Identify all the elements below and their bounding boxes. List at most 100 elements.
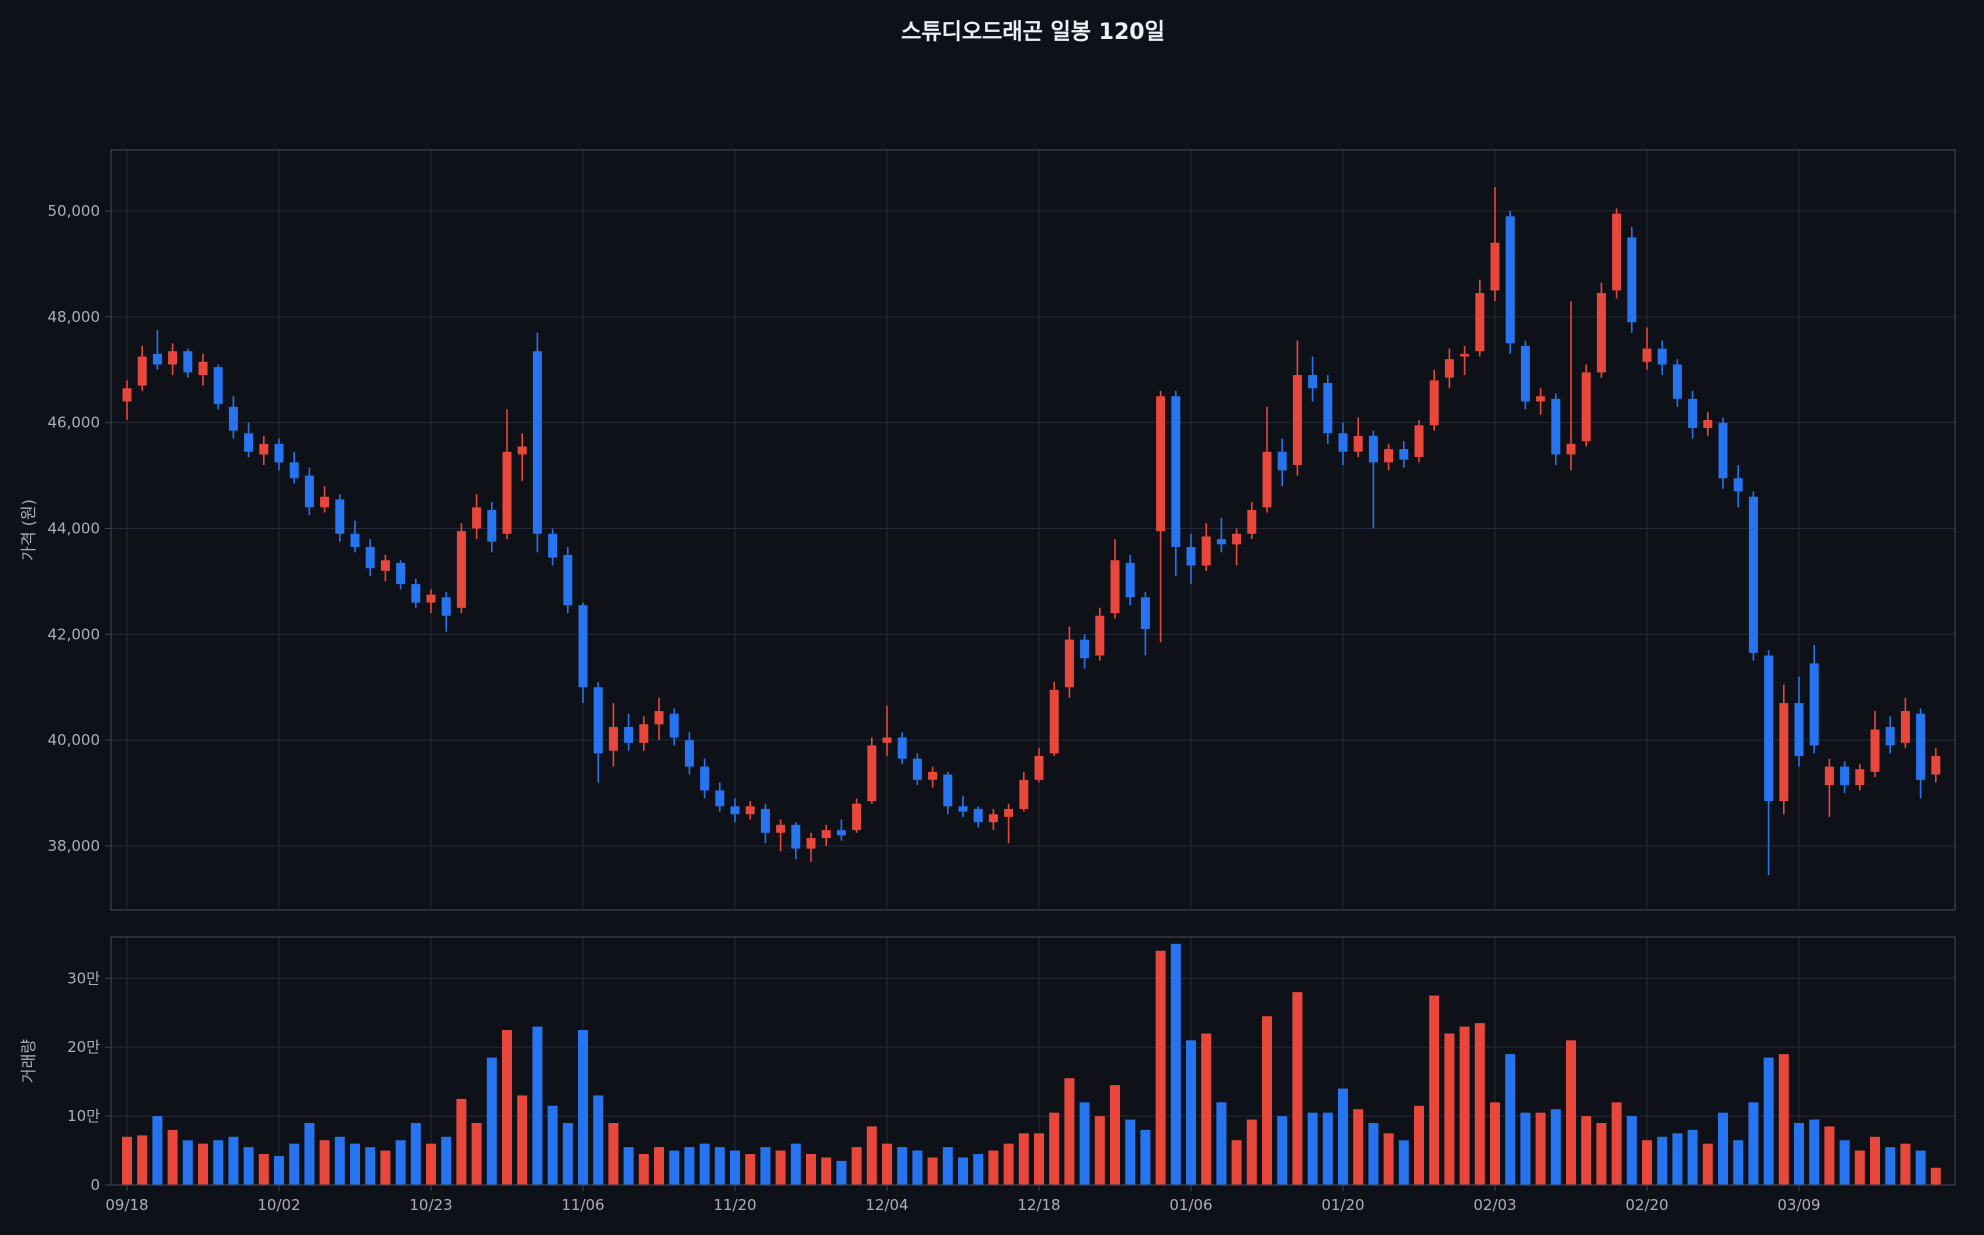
- volume-bar: [1505, 1054, 1516, 1185]
- volume-bar: [745, 1154, 756, 1185]
- candle-body: [928, 771, 938, 780]
- x-tick-label: 01/20: [1321, 1196, 1364, 1214]
- chart-title: 스튜디오드래곤 일봉 120일: [901, 20, 1165, 45]
- candle-body: [943, 774, 953, 807]
- x-tick-label: 03/09: [1777, 1196, 1820, 1214]
- candle-body: [472, 507, 482, 529]
- candle-body: [1308, 375, 1318, 389]
- volume-bar: [714, 1147, 725, 1185]
- volume-bar: [1307, 1112, 1318, 1185]
- candle-body: [897, 737, 907, 759]
- volume-bar: [1854, 1150, 1865, 1185]
- volume-bar: [228, 1136, 239, 1185]
- volume-bar: [1231, 1140, 1242, 1185]
- volume-bar: [1338, 1088, 1348, 1185]
- volume-bar: [1566, 1040, 1576, 1185]
- volume-bar: [1049, 1112, 1060, 1185]
- candle-body: [852, 803, 862, 831]
- volume-bar: [1672, 1133, 1683, 1185]
- volume-bar: [1520, 1112, 1531, 1185]
- volume-bar: [1444, 1033, 1455, 1185]
- candle-body: [1779, 703, 1789, 801]
- volume-bar: [1763, 1057, 1774, 1185]
- price-tick-label: 48,000: [48, 308, 101, 326]
- x-tick-label: 02/20: [1625, 1196, 1668, 1214]
- volume-bar: [1490, 1102, 1500, 1185]
- volume-bar: [1657, 1136, 1668, 1185]
- volume-bar: [1474, 1023, 1485, 1185]
- candle-body: [1384, 449, 1394, 463]
- volume-bar: [365, 1147, 376, 1185]
- volume-tick-label: 0: [90, 1176, 100, 1194]
- volume-bar: [426, 1143, 436, 1185]
- candle-body: [1870, 729, 1880, 772]
- candle-body: [654, 711, 664, 725]
- candle-body: [1080, 639, 1090, 659]
- volume-bar: [1626, 1116, 1637, 1185]
- volume-bar: [654, 1147, 664, 1185]
- candle-body: [122, 388, 132, 402]
- candle-body: [1110, 560, 1120, 614]
- candle-body: [411, 584, 421, 603]
- volume-bar: [699, 1143, 710, 1185]
- candle-body: [684, 740, 694, 767]
- candle-body: [1612, 213, 1622, 291]
- volume-bar: [274, 1156, 284, 1185]
- price-tick-label: 38,000: [48, 837, 101, 855]
- candle-body: [1414, 425, 1424, 458]
- volume-bar: [1550, 1109, 1561, 1185]
- volume-bar: [1611, 1102, 1622, 1185]
- candle-body: [776, 824, 786, 833]
- price-tick-label: 50,000: [48, 202, 101, 220]
- volume-bar: [152, 1116, 163, 1185]
- volume-bar: [1201, 1033, 1212, 1185]
- volume-bar: [942, 1147, 953, 1185]
- volume-bar: [395, 1140, 406, 1185]
- candle-body: [304, 475, 314, 508]
- candle-body: [274, 443, 284, 463]
- candle-body: [1140, 597, 1150, 630]
- candle-body: [608, 726, 618, 751]
- candle-body: [1156, 396, 1166, 532]
- volume-bar: [638, 1154, 649, 1185]
- candle-body: [1931, 756, 1941, 775]
- x-tick-label: 11/20: [713, 1196, 756, 1214]
- volume-bar: [198, 1143, 208, 1185]
- candle-body: [365, 547, 375, 569]
- volume-bar: [1064, 1078, 1075, 1185]
- volume-bar: [562, 1123, 573, 1185]
- volume-bar: [851, 1147, 862, 1185]
- candle-body: [973, 808, 983, 823]
- volume-bar: [1094, 1116, 1105, 1185]
- candle-body: [426, 594, 436, 603]
- volume-bar: [350, 1143, 360, 1185]
- x-tick-label: 10/23: [409, 1196, 452, 1214]
- volume-bar: [1839, 1140, 1850, 1185]
- candle-body: [1004, 808, 1014, 817]
- volume-bar: [1018, 1133, 1029, 1185]
- volume-bar: [410, 1123, 421, 1185]
- x-tick-label: 11/06: [561, 1196, 604, 1214]
- volume-bar: [1900, 1143, 1911, 1185]
- volume-bar: [1702, 1143, 1713, 1185]
- volume-bar: [1824, 1126, 1835, 1185]
- candle-body: [867, 745, 877, 801]
- candle-body: [1399, 449, 1409, 460]
- price-tick-label: 46,000: [48, 414, 101, 432]
- volume-bar: [1809, 1119, 1820, 1185]
- candle-body: [836, 830, 846, 836]
- volume-bar: [380, 1150, 391, 1185]
- candle-body: [1368, 435, 1378, 463]
- volume-bar: [836, 1160, 847, 1185]
- volume-bar: [912, 1150, 923, 1185]
- candle-body: [806, 838, 816, 849]
- volume-bar: [441, 1136, 452, 1185]
- candle-body: [502, 451, 512, 534]
- candle-body: [259, 443, 269, 455]
- candle-body: [183, 351, 193, 373]
- candle-body: [715, 790, 725, 807]
- candle-body: [198, 361, 208, 376]
- candle-body: [396, 562, 406, 585]
- candle-body: [517, 446, 527, 455]
